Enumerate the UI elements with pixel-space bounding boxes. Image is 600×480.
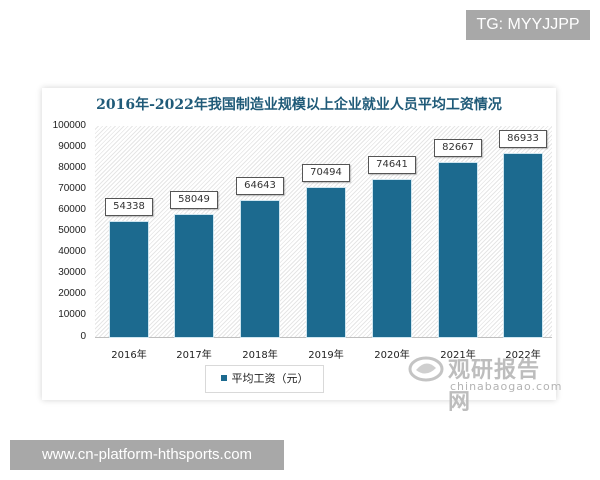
x-tick: 2018年 bbox=[242, 350, 278, 361]
y-tick: 10000 bbox=[58, 309, 86, 320]
x-tick: 2019年 bbox=[308, 350, 344, 361]
bar-value-label: 70494 bbox=[302, 164, 350, 182]
x-axis-line bbox=[95, 337, 552, 338]
x-tick: 2016年 bbox=[111, 350, 147, 361]
bar bbox=[307, 188, 345, 337]
bar bbox=[373, 180, 411, 337]
bar-value-label: 58049 bbox=[170, 191, 218, 209]
y-tick: 70000 bbox=[58, 183, 86, 194]
y-tick: 0 bbox=[80, 331, 86, 342]
bar-value-label: 54338 bbox=[105, 198, 153, 216]
y-tick: 20000 bbox=[58, 288, 86, 299]
watermark-brand-cn: 观研报告网 bbox=[448, 358, 541, 415]
chart-legend: 平均工资（元） bbox=[205, 365, 324, 393]
chart-title: 2016年-2022年我国制造业规模以上企业就业人员平均工资情况 bbox=[96, 97, 502, 113]
bar-value-label: 82667 bbox=[434, 139, 482, 157]
chinabaogao-watermark: 观研报告网 chinabaogao.com bbox=[408, 350, 562, 415]
bar bbox=[175, 215, 213, 337]
y-tick: 60000 bbox=[58, 204, 86, 215]
tg-watermark-badge: TG: MYYJJPP bbox=[466, 10, 590, 40]
site-url-badge: www.cn-platform-hthsports.com bbox=[10, 440, 284, 470]
bar-value-label: 74641 bbox=[368, 156, 416, 174]
chinabaogao-logo-icon bbox=[408, 356, 444, 382]
y-tick: 30000 bbox=[58, 267, 86, 278]
y-tick: 90000 bbox=[58, 141, 86, 152]
x-tick: 2017年 bbox=[176, 350, 212, 361]
bar bbox=[439, 163, 477, 337]
legend-swatch-icon bbox=[220, 375, 227, 381]
bar bbox=[504, 154, 542, 337]
x-tick: 2022年 bbox=[505, 350, 541, 361]
legend-label: 平均工资（元） bbox=[231, 372, 309, 385]
bar-value-label: 64643 bbox=[236, 177, 284, 195]
bar bbox=[241, 201, 279, 337]
y-tick: 50000 bbox=[58, 225, 86, 236]
watermark-domain: chinabaogao.com bbox=[450, 380, 563, 393]
bar bbox=[110, 222, 148, 337]
bar-value-label: 86933 bbox=[499, 130, 547, 148]
y-tick: 80000 bbox=[58, 162, 86, 173]
x-tick: 2020年 bbox=[374, 350, 410, 361]
y-tick: 40000 bbox=[58, 246, 86, 257]
y-tick: 100000 bbox=[52, 120, 86, 131]
x-tick: 2021年 bbox=[440, 350, 476, 361]
chart-card: 2016年-2022年我国制造业规模以上企业就业人员平均工资情况 100000 … bbox=[42, 88, 562, 415]
